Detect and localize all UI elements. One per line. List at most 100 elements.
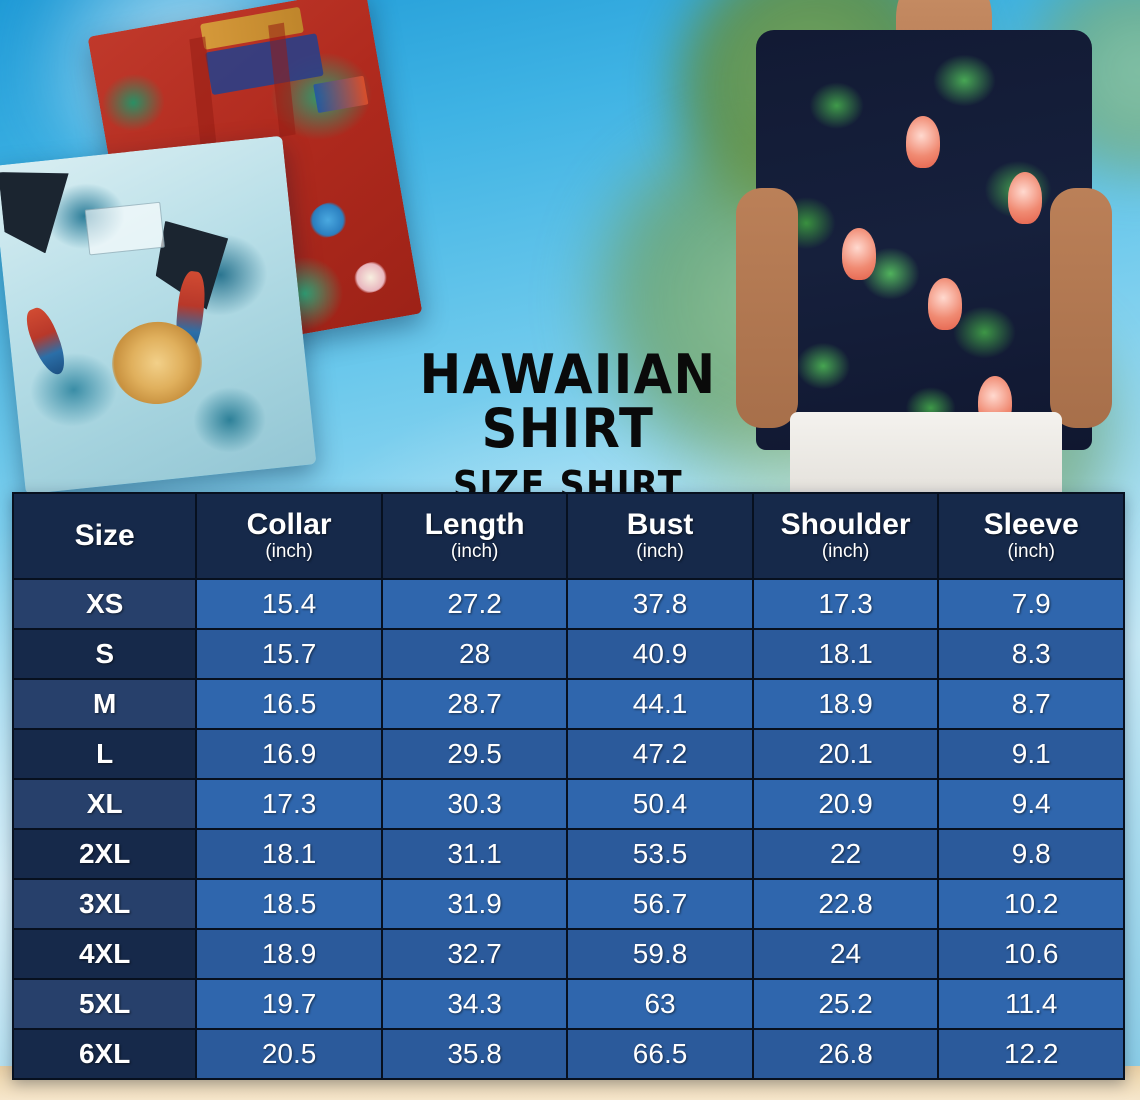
cell-shoulder: 24	[751, 928, 940, 980]
cell-length: 32.7	[380, 928, 569, 980]
column-header-length-unit: (inch)	[450, 540, 499, 562]
cell-collar: 15.4	[195, 578, 383, 630]
table-row: XL 17.3 30.3 50.4 20.9 9.4	[11, 778, 1125, 830]
column-header-collar-label: Collar	[246, 508, 332, 542]
column-header-sleeve-unit: (inch)	[1007, 540, 1055, 562]
column-header-length-label: Length	[424, 508, 525, 542]
cell-shoulder: 18.1	[751, 628, 940, 680]
table-row: XS 15.4 27.2 37.8 17.3 7.9	[11, 578, 1125, 630]
cell-size: 3XL	[11, 878, 198, 930]
cell-length: 30.3	[380, 778, 569, 830]
column-header-sleeve: Sleeve (inch)	[937, 492, 1125, 580]
collar-dark-left	[0, 165, 77, 258]
title-block: HAWAIIAN SHIRT SIZE SHIRT	[318, 343, 818, 505]
cell-length: 28.7	[380, 678, 569, 730]
model-arm-left	[736, 188, 798, 428]
table-row: 4XL 18.9 32.7 59.8 24 10.6	[11, 928, 1125, 980]
cell-length: 34.3	[380, 978, 569, 1030]
cell-bust: 53.5	[566, 828, 754, 880]
column-header-shoulder: Shoulder (inch)	[751, 492, 940, 580]
cell-collar: 17.3	[195, 778, 383, 830]
column-header-length: Length (inch)	[380, 492, 569, 580]
navy-flamingo-shirt	[756, 30, 1092, 450]
table-row: 6XL 20.5 35.8 66.5 26.8 12.2	[11, 1028, 1125, 1080]
model-photo	[700, 0, 1140, 492]
model-white-pants	[790, 412, 1062, 492]
cell-sleeve: 7.9	[937, 578, 1125, 630]
cell-shoulder: 26.8	[751, 1028, 940, 1080]
cell-size: 2XL	[11, 828, 198, 880]
cell-collar: 16.9	[195, 728, 383, 780]
chest-pocket	[84, 201, 165, 256]
teal-parrot-shirt	[0, 135, 317, 495]
cell-bust: 66.5	[566, 1028, 754, 1080]
column-header-size: Size	[11, 492, 198, 580]
shirt-logo	[313, 75, 369, 114]
cell-bust: 50.4	[566, 778, 754, 830]
cell-bust: 40.9	[566, 628, 754, 680]
cell-collar: 16.5	[195, 678, 383, 730]
cell-size: L	[11, 728, 198, 780]
cell-shoulder: 20.1	[751, 728, 940, 780]
flamingo-motif	[906, 116, 940, 168]
page-title: HAWAIIAN SHIRT	[419, 343, 717, 460]
cell-length: 35.8	[380, 1028, 569, 1080]
table-row: 3XL 18.5 31.9 56.7 22.8 10.2	[11, 878, 1125, 930]
cell-sleeve: 9.8	[937, 828, 1125, 880]
hibiscus-petal	[306, 199, 350, 240]
cell-sleeve: 8.3	[937, 628, 1125, 680]
table-header: Size Collar (inch) Length (inch) Bust (i…	[11, 492, 1125, 580]
cell-length: 31.9	[380, 878, 569, 930]
column-header-shoulder-unit: (inch)	[821, 540, 870, 562]
cell-shoulder: 20.9	[751, 778, 940, 830]
table-row: L 16.9 29.5 47.2 20.1 9.1	[11, 728, 1125, 780]
column-header-bust: Bust (inch)	[566, 492, 754, 580]
cell-length: 29.5	[380, 728, 569, 780]
cell-length: 27.2	[380, 578, 569, 630]
cell-bust: 56.7	[566, 878, 754, 930]
cell-collar: 20.5	[195, 1028, 383, 1080]
header-row: Size Collar (inch) Length (inch) Bust (i…	[11, 492, 1125, 580]
cell-sleeve: 9.4	[937, 778, 1125, 830]
table-body: XS 15.4 27.2 37.8 17.3 7.9 S 15.7 28 40.9 18.1 8.3 M…	[11, 578, 1125, 1080]
column-header-bust-label: Bust	[626, 508, 694, 542]
column-header-sleeve-label: Sleeve	[983, 508, 1079, 542]
cell-size: 5XL	[11, 978, 198, 1030]
cell-shoulder: 17.3	[751, 578, 940, 630]
cell-bust: 37.8	[566, 578, 754, 630]
flamingo-motif	[1008, 172, 1042, 224]
table-row: M 16.5 28.7 44.1 18.9 8.7	[11, 678, 1125, 730]
cell-collar: 15.7	[195, 628, 383, 680]
table-row: 5XL 19.7 34.3 63 25.2 11.4	[11, 978, 1125, 1030]
table-row: S 15.7 28 40.9 18.1 8.3	[11, 628, 1125, 680]
cell-bust: 59.8	[566, 928, 754, 980]
table-row: 2XL 18.1 31.1 53.5 22 9.8	[11, 828, 1125, 880]
flamingo-motif	[842, 228, 876, 280]
cell-size: S	[11, 628, 198, 680]
cell-collar: 18.9	[195, 928, 383, 980]
size-chart-table: Size Collar (inch) Length (inch) Bust (i…	[11, 492, 1125, 1080]
cell-bust: 47.2	[566, 728, 754, 780]
column-header-collar: Collar (inch)	[195, 492, 383, 580]
cell-collar: 18.1	[195, 828, 383, 880]
cell-length: 28	[380, 628, 569, 680]
cell-size: XS	[11, 578, 198, 630]
model-arm-right	[1050, 188, 1112, 428]
cell-collar: 19.7	[195, 978, 383, 1030]
cell-shoulder: 22.8	[751, 878, 940, 930]
cell-sleeve: 9.1	[937, 728, 1125, 780]
cell-length: 31.1	[380, 828, 569, 880]
cell-sleeve: 11.4	[937, 978, 1125, 1030]
cell-shoulder: 22	[751, 828, 940, 880]
cell-sleeve: 12.2	[937, 1028, 1125, 1080]
cell-size: 4XL	[11, 928, 198, 980]
parrot-motif	[21, 304, 72, 379]
cell-sleeve: 10.6	[937, 928, 1125, 980]
cell-sleeve: 8.7	[937, 678, 1125, 730]
cell-size: 6XL	[11, 1028, 198, 1080]
hibiscus-petal	[351, 259, 390, 295]
column-header-shoulder-label: Shoulder	[780, 508, 911, 542]
cell-size: XL	[11, 778, 198, 830]
cell-shoulder: 25.2	[751, 978, 940, 1030]
cell-bust: 63	[566, 978, 754, 1030]
